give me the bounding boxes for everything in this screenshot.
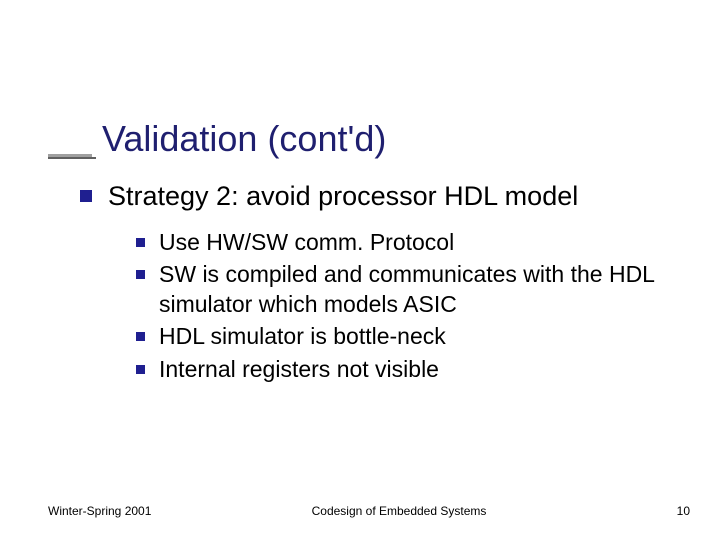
footer: Winter-Spring 2001 Codesign of Embedded … (48, 504, 690, 518)
square-bullet-icon (80, 190, 92, 202)
title-accent-rule-dark (48, 157, 96, 159)
footer-page-number: 10 (677, 504, 690, 518)
square-bullet-icon (136, 365, 145, 374)
level2-text: Use HW/SW comm. Protocol (159, 228, 454, 257)
level2-text: SW is compiled and communicates with the… (159, 260, 690, 319)
slide-title: Validation (cont'd) (102, 118, 386, 160)
bullet-level2-item: Use HW/SW comm. Protocol (136, 228, 690, 257)
square-bullet-icon (136, 238, 145, 247)
level1-text: Strategy 2: avoid processor HDL model (108, 180, 578, 214)
bullet-level2-item: HDL simulator is bottle-neck (136, 322, 690, 351)
square-bullet-icon (136, 332, 145, 341)
bullet-level2-list: Use HW/SW comm. Protocol SW is compiled … (136, 228, 690, 384)
content-area: Strategy 2: avoid processor HDL model Us… (80, 180, 690, 387)
bullet-level2-item: SW is compiled and communicates with the… (136, 260, 690, 319)
square-bullet-icon (136, 270, 145, 279)
bullet-level1: Strategy 2: avoid processor HDL model (80, 180, 690, 214)
level2-text: HDL simulator is bottle-neck (159, 322, 446, 351)
footer-center: Codesign of Embedded Systems (108, 504, 690, 518)
slide: Validation (cont'd) Strategy 2: avoid pr… (0, 0, 720, 540)
level2-text: Internal registers not visible (159, 355, 439, 384)
bullet-level2-item: Internal registers not visible (136, 355, 690, 384)
